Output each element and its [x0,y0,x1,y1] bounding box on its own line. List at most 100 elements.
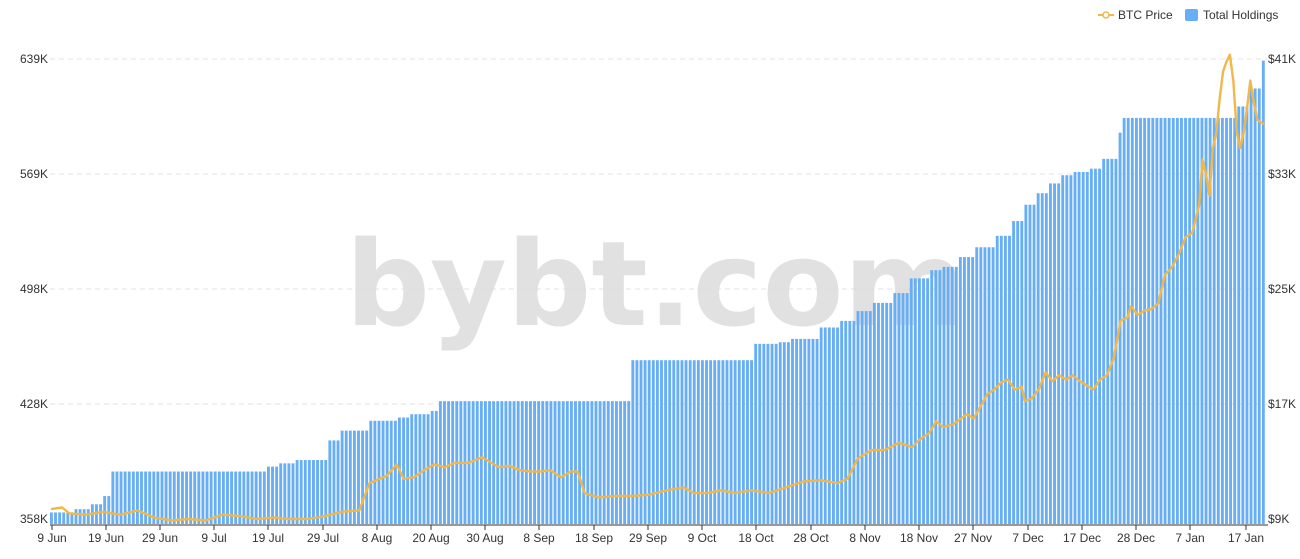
holdings-bar [881,302,885,524]
holdings-bar [287,463,291,524]
holdings-bar [1122,117,1126,525]
holdings-bar [893,293,897,524]
holdings-bar [1184,117,1187,525]
x-tick-label: 19 Jul [252,531,284,545]
holdings-bar [1261,60,1265,524]
holdings-bar [1216,117,1220,525]
holdings-bar [606,401,610,524]
holdings-bar [1163,117,1167,525]
holdings-bar [148,471,152,524]
holdings-bar [819,327,823,524]
holdings-bar [709,360,713,524]
holdings-bar [393,420,397,524]
x-tick-label: 17 Dec [1063,531,1101,545]
holdings-bar [62,512,66,524]
holdings-bar [848,320,852,524]
holdings-bar [664,360,668,524]
holdings-bar [508,401,512,524]
holdings-bar [381,420,385,524]
holdings-bar [430,410,434,524]
x-tick-label: 8 Nov [849,531,880,545]
holdings-bar [369,420,373,524]
holdings-bar [377,420,381,524]
holdings-bar [438,401,442,524]
holdings-bar [328,440,332,524]
y-right-tick-label: $41K [1268,52,1296,66]
holdings-bar [946,266,950,524]
legend[interactable]: BTC Price Total Holdings [1098,8,1278,22]
holdings-bar [594,401,598,524]
holdings-bar [913,278,917,524]
holdings-bar [635,360,639,524]
holdings-bar [987,247,991,524]
holdings-bar [868,311,872,524]
y-left-tick-label: 639K [20,52,48,66]
holdings-bar [1053,183,1056,524]
holdings-bar [852,320,856,524]
holdings-bar [176,471,180,524]
holdings-bar [74,509,78,524]
holdings-bar [1220,117,1224,525]
holdings-bar [897,293,901,524]
holdings-bar [590,401,594,524]
holdings-bar [123,471,127,524]
holdings-bar [1229,117,1233,525]
holdings-bar [725,360,729,524]
holdings-bar [823,327,827,524]
holdings-bar [524,401,528,524]
holdings-bar [213,471,217,524]
holdings-bar [1253,88,1257,524]
holdings-bar [111,471,115,524]
holdings-bar [569,401,573,524]
holdings-bar [352,430,356,524]
holdings-bar [406,417,410,524]
holdings-bar [1171,117,1175,525]
holdings-bar [1020,221,1024,524]
holdings-bar [1241,106,1245,524]
holdings-bar [385,420,389,524]
legend-item-total-holdings[interactable]: Total Holdings [1185,8,1278,22]
holdings-bar [58,512,62,524]
holdings-bar [741,360,745,524]
holdings-bar [778,342,782,524]
holdings-bar [1151,117,1155,525]
holdings-bar [672,360,676,524]
holdings-bar [582,401,586,524]
holdings-bar [434,410,438,524]
holdings-bar [291,463,295,524]
holdings-bar [1024,204,1028,524]
holdings-bar [217,471,221,524]
holdings-bar [737,360,741,524]
holdings-bar [958,257,962,524]
legend-label-total-holdings: Total Holdings [1203,8,1278,22]
holdings-bar [312,460,315,524]
btc-price-line [50,53,1266,522]
holdings-bar [872,302,876,524]
holdings-bar [791,338,794,524]
holdings-bar [680,360,684,524]
holdings-bar [340,430,344,524]
holdings-bar [99,504,102,524]
holdings-bar [692,360,696,524]
holdings-bar [512,401,516,524]
holdings-bar [610,401,614,524]
holdings-bar [782,342,786,524]
holdings-bar [717,360,721,524]
holdings-bar [639,360,643,524]
x-tick-label: 8 Sep [523,531,555,545]
holdings-bar [332,440,336,524]
holdings-bar [246,471,250,524]
holdings-bar [172,471,176,524]
legend-item-btc-price[interactable]: BTC Price [1098,8,1173,22]
holdings-bar [574,401,577,524]
x-tick-label: 7 Dec [1012,531,1043,545]
x-tick-label: 17 Jan [1228,531,1264,545]
holdings-bar [545,401,549,524]
holdings-bar [533,401,536,524]
holdings-bar [267,466,270,524]
holdings-bar [447,401,451,524]
x-tick-label: 9 Jun [37,531,66,545]
x-tick-label: 18 Oct [738,531,774,545]
holdings-bar [754,343,758,524]
